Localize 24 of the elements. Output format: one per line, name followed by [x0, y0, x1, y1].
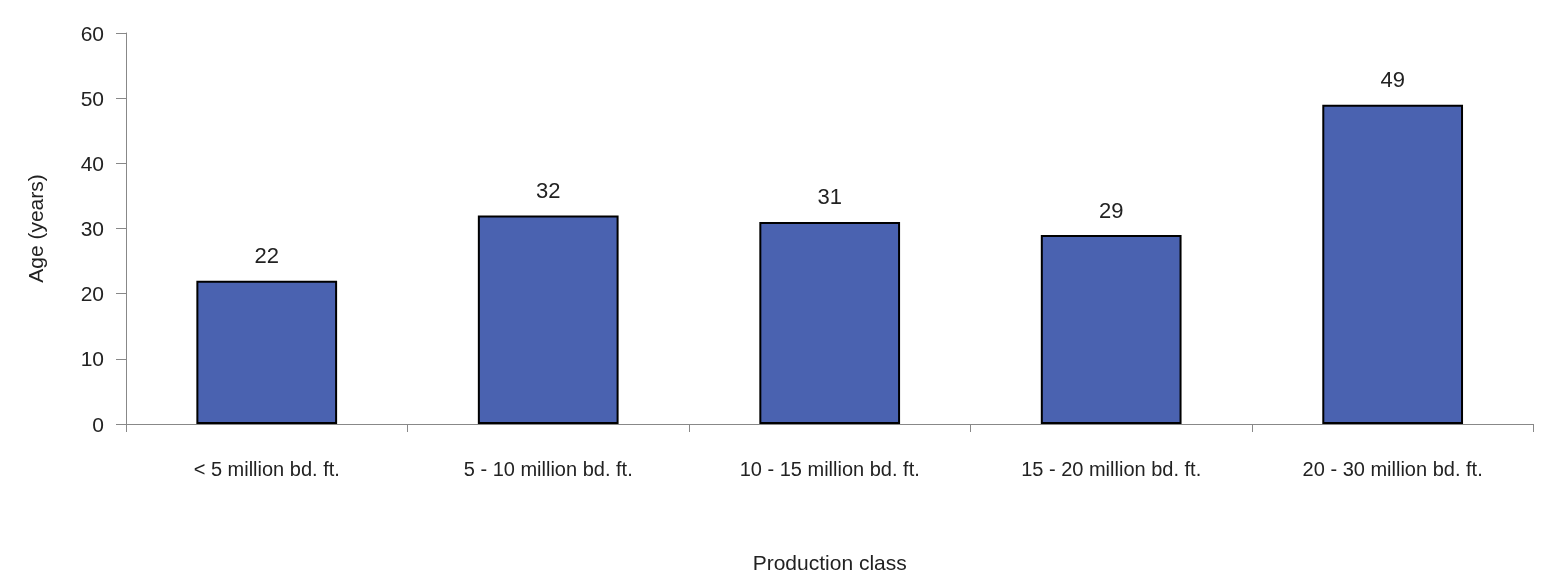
y-tick-label: 50: [80, 86, 104, 110]
bar: [1040, 235, 1182, 424]
y-tick-label: 20: [80, 282, 104, 306]
y-tick-label: 40: [80, 151, 104, 175]
data-label: 31: [817, 184, 842, 210]
x-tick-label: 15 - 20 million bd. ft.: [1021, 458, 1202, 480]
data-label: 32: [535, 177, 561, 203]
x-axis-title: Production class: [752, 551, 907, 574]
bar: [759, 221, 901, 424]
bar: [196, 280, 338, 424]
y-tick-label: 0: [92, 412, 104, 436]
y-axis-title: Age (years): [24, 174, 47, 283]
y-tick-label: 10: [80, 347, 104, 371]
y-tick-label: 30: [80, 217, 104, 240]
bar: [477, 215, 619, 424]
data-label: 49: [1380, 67, 1405, 93]
y-tick-label: 60: [80, 21, 104, 45]
x-tick-label: 10 - 15 million bd. ft.: [739, 458, 920, 480]
data-label: 29: [1098, 197, 1124, 223]
bar: [1322, 104, 1464, 424]
x-tick-label: < 5 million bd. ft.: [193, 458, 340, 480]
data-label: 22: [254, 243, 279, 269]
x-tick-label: 5 - 10 million bd. ft.: [463, 458, 633, 480]
x-tick-label: 20 - 30 million bd. ft.: [1302, 458, 1483, 480]
